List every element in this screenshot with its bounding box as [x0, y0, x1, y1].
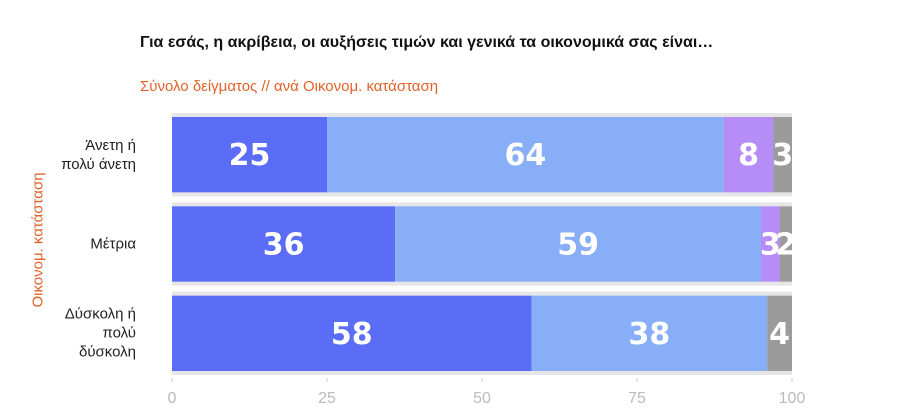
category-label: Άνετη ή πολύ άνετη — [61, 136, 136, 173]
value-label: 25 — [229, 138, 271, 173]
y-axis-label: Οικονομ. κατάσταση — [29, 172, 47, 308]
value-label: 58 — [331, 317, 373, 352]
category-label: Μέτρια — [90, 235, 136, 253]
value-label: 36 — [263, 228, 305, 263]
value-label: 3 — [760, 228, 781, 263]
x-tick-label: 50 — [473, 390, 491, 407]
chart-title: Για εσάς, η ακρίβεια, οι αυξήσεις τιμών … — [140, 34, 714, 51]
x-tick-label: 25 — [318, 390, 336, 407]
bar-segment — [531, 295, 768, 371]
bar-segment — [172, 117, 327, 193]
bar-segment — [327, 117, 724, 193]
value-label: 2 — [775, 228, 796, 263]
value-label: 38 — [629, 317, 671, 352]
bar-segment — [723, 117, 774, 193]
bar-segment — [773, 117, 792, 193]
bar-segment — [779, 206, 792, 282]
value-label: 8 — [738, 138, 759, 173]
bar-segment — [172, 206, 396, 282]
x-tick-label: 75 — [628, 390, 646, 407]
x-tick-label: 0 — [168, 390, 177, 407]
bar-segment — [395, 206, 761, 282]
x-tick-label: 100 — [779, 390, 806, 407]
bar-segment — [767, 295, 792, 371]
value-label: 59 — [557, 228, 599, 263]
category-label: Δύσκολη ή πολύ δύσκολη — [64, 305, 136, 361]
value-label: 3 — [772, 138, 793, 173]
value-label: 64 — [505, 138, 547, 173]
bar-segment — [761, 206, 780, 282]
chart-subtitle: Σύνολο δείγματος // ανά Οικονομ. κατάστα… — [140, 78, 439, 95]
value-label: 4 — [769, 317, 790, 352]
bar-segment — [172, 295, 532, 371]
